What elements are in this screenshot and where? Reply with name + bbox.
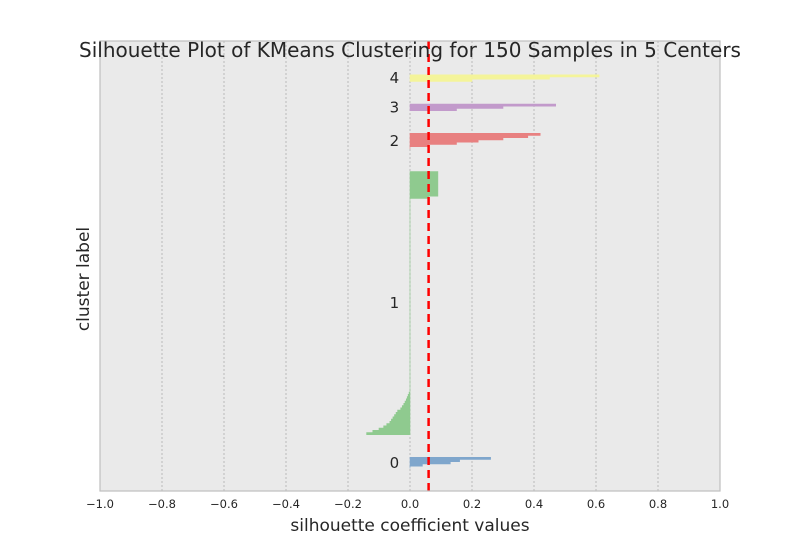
x-tick-label: −0.8: [148, 497, 176, 511]
silhouette-cluster-3: [409, 103, 557, 112]
x-tick-label: −0.2: [334, 497, 362, 511]
x-tick-label: 0.8: [649, 497, 667, 511]
cluster-label-0: 0: [390, 454, 400, 472]
x-tick-label: 0.0: [401, 497, 419, 511]
silhouette-cluster-0: [409, 456, 491, 469]
x-tick-labels: −1.0 −0.8 −0.6 −0.4 −0.2 0.0 0.2 0.4 0.6 0.8 1.0: [86, 497, 729, 511]
cluster-label-2: 2: [390, 132, 400, 150]
silhouette-cluster-1: [366, 171, 439, 436]
x-tick-label: 0.6: [587, 497, 605, 511]
x-tick-label: 0.2: [463, 497, 481, 511]
silhouette-cluster-4: [409, 74, 600, 82]
x-tick-label: −0.4: [272, 497, 300, 511]
x-tick-label: −1.0: [86, 497, 114, 511]
y-axis-label: cluster label: [74, 227, 94, 331]
x-tick-label: −0.6: [210, 497, 238, 511]
x-tick-label: 0.4: [525, 497, 543, 511]
cluster-labels: 0 1 2 3 4: [390, 69, 400, 472]
cluster-label-3: 3: [390, 98, 400, 116]
cluster-label-1: 1: [390, 294, 400, 312]
cluster-label-4: 4: [390, 69, 400, 87]
x-axis-label: silhouette coefficient values: [290, 516, 529, 536]
chart-title: Silhouette Plot of KMeans Clustering for…: [79, 38, 741, 62]
silhouette-polygons: [366, 74, 600, 469]
x-tick-label: 1.0: [711, 497, 729, 511]
plot-frame: [99, 40, 721, 492]
